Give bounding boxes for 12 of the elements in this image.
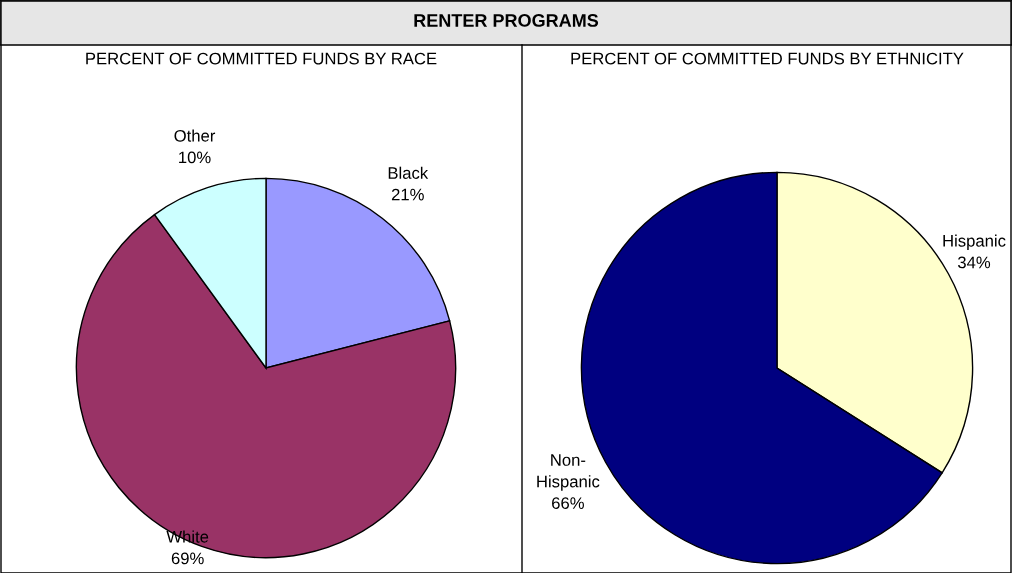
data-label: 21% [391,188,424,201]
slice-label: Non-Hispanic [537,454,600,491]
chart-title: PERCENT OF COMMITTED FUNDS BY RACE [86,52,437,65]
slice-label: Hispanic [943,234,1006,251]
data-label: 66% [552,497,584,510]
data-label: 34% [957,256,991,269]
slice-label: Other [174,129,216,142]
slice-label: Black [388,166,429,179]
chart-title: PERCENT OF COMMITTED FUNDS BY ETHNICITY [571,52,964,65]
data-label: 10% [179,151,211,164]
data-label: 69% [171,552,204,565]
text: RENTER PROGRAMS [414,14,599,27]
